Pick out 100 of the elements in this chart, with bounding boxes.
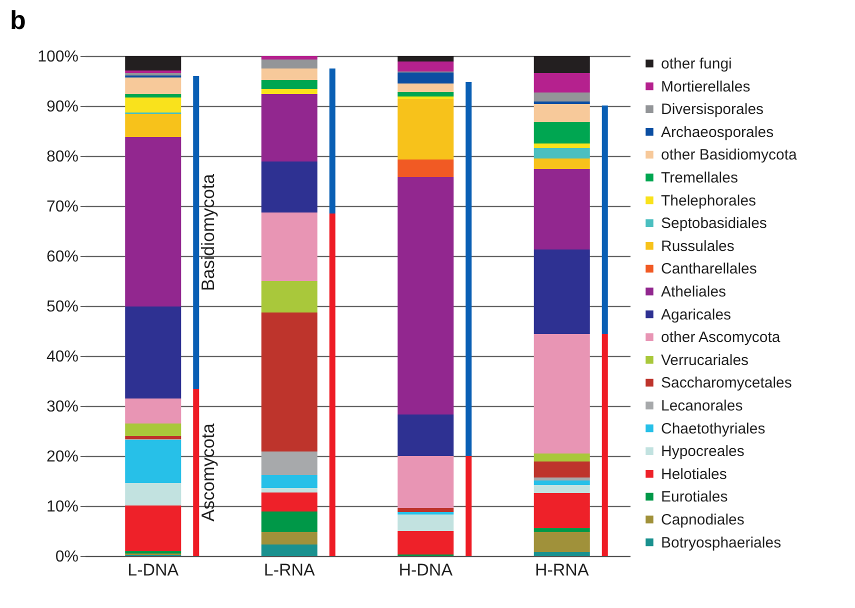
bar [329, 214, 336, 556]
bar [534, 478, 590, 480]
legend-label: Russulales [661, 238, 734, 255]
bar [193, 389, 200, 556]
bar [125, 98, 182, 112]
bar [261, 512, 318, 532]
legend-label: other fungi [661, 56, 732, 72]
bar [261, 475, 318, 488]
legend-label: other Ascomycota [661, 329, 781, 346]
bar [534, 144, 590, 148]
bar [125, 56, 182, 70]
bar [534, 169, 590, 250]
y-tick-label: 10% [46, 498, 78, 516]
y-tick-label: 80% [46, 148, 78, 166]
x-tick-label: L-RNA [264, 560, 316, 580]
bar [534, 462, 590, 478]
bar [261, 488, 318, 492]
x-tick-label: H-RNA [534, 560, 590, 580]
legend-label: Atheliales [661, 284, 726, 300]
bar [534, 92, 590, 102]
bar [125, 424, 182, 436]
bar [261, 544, 318, 556]
bar [125, 440, 182, 483]
y-tick-label: 60% [46, 248, 78, 266]
legend-label: Lecanorales [661, 398, 743, 414]
y-tick-label: 100% [38, 48, 78, 66]
bar [398, 414, 454, 456]
bar [398, 514, 454, 531]
bar [398, 72, 454, 84]
bar [398, 92, 454, 96]
bar [125, 114, 182, 137]
bar [534, 552, 590, 556]
legend-label: Thelephorales [661, 192, 756, 210]
bar [398, 160, 454, 177]
bar [398, 456, 454, 508]
legend-label: Agaricales [661, 306, 732, 324]
bar [534, 122, 590, 144]
bar [534, 104, 590, 122]
bar [125, 506, 182, 551]
bar [534, 493, 590, 528]
bar [466, 456, 472, 556]
bar [261, 312, 318, 452]
legend-label: Helotiales [661, 466, 727, 483]
legend-label: Mortierellales [661, 78, 750, 96]
bar [602, 334, 608, 556]
y-tick-label: 40% [46, 348, 78, 366]
y-tick-label: 90% [46, 98, 78, 116]
bar [261, 492, 318, 512]
bar [534, 528, 590, 532]
bar [534, 485, 590, 493]
bar [261, 56, 318, 60]
legend-label: other Basidiomycota [661, 146, 798, 164]
legend-label: Chaetothyriales [661, 420, 766, 438]
bar [534, 250, 590, 334]
legend-label: Verrucariales [661, 352, 749, 369]
bar [125, 306, 182, 398]
bar [534, 158, 590, 169]
y-tick-label: 70% [46, 198, 78, 216]
y-tick-label: 50% [46, 298, 78, 316]
bar [125, 483, 182, 506]
text: Basidiomycota [198, 172, 218, 292]
y-tick-label: 20% [46, 448, 78, 466]
legend-label: Cantharellales [661, 260, 757, 278]
bar [466, 82, 472, 456]
chart-title: b [10, 5, 26, 35]
bar [398, 531, 454, 554]
bar [398, 508, 454, 512]
bar [261, 80, 318, 89]
bar [261, 212, 318, 281]
bar [125, 78, 182, 94]
legend-label: Tremellales [661, 170, 738, 186]
bar [125, 137, 182, 306]
bar [534, 454, 590, 462]
bar [602, 106, 608, 334]
bar [329, 68, 336, 214]
legend-label: Botryosphaeriales [661, 534, 782, 552]
bar [261, 162, 318, 212]
bar [261, 532, 318, 544]
bar [534, 334, 590, 454]
text: Ascomycota [198, 422, 218, 522]
bar [398, 177, 454, 414]
bar [261, 452, 318, 475]
y-tick-label: 30% [46, 398, 78, 416]
bar [261, 94, 318, 162]
bar [261, 89, 318, 94]
bar [193, 76, 200, 389]
bar [125, 436, 182, 439]
bar [261, 281, 318, 312]
x-tick-label: L-DNA [128, 560, 180, 580]
bar [261, 60, 318, 68]
x-tick-label: H-DNA [398, 560, 454, 580]
bar [261, 68, 318, 80]
legend-label: Diversisporales [661, 101, 764, 118]
legend-label: Eurotiales [661, 488, 728, 506]
bar [534, 73, 590, 92]
legend-label: Hypocreales [661, 443, 744, 460]
bar [125, 94, 182, 98]
y-tick-label: 0% [55, 548, 78, 566]
bar [125, 398, 182, 424]
bar [398, 62, 454, 72]
